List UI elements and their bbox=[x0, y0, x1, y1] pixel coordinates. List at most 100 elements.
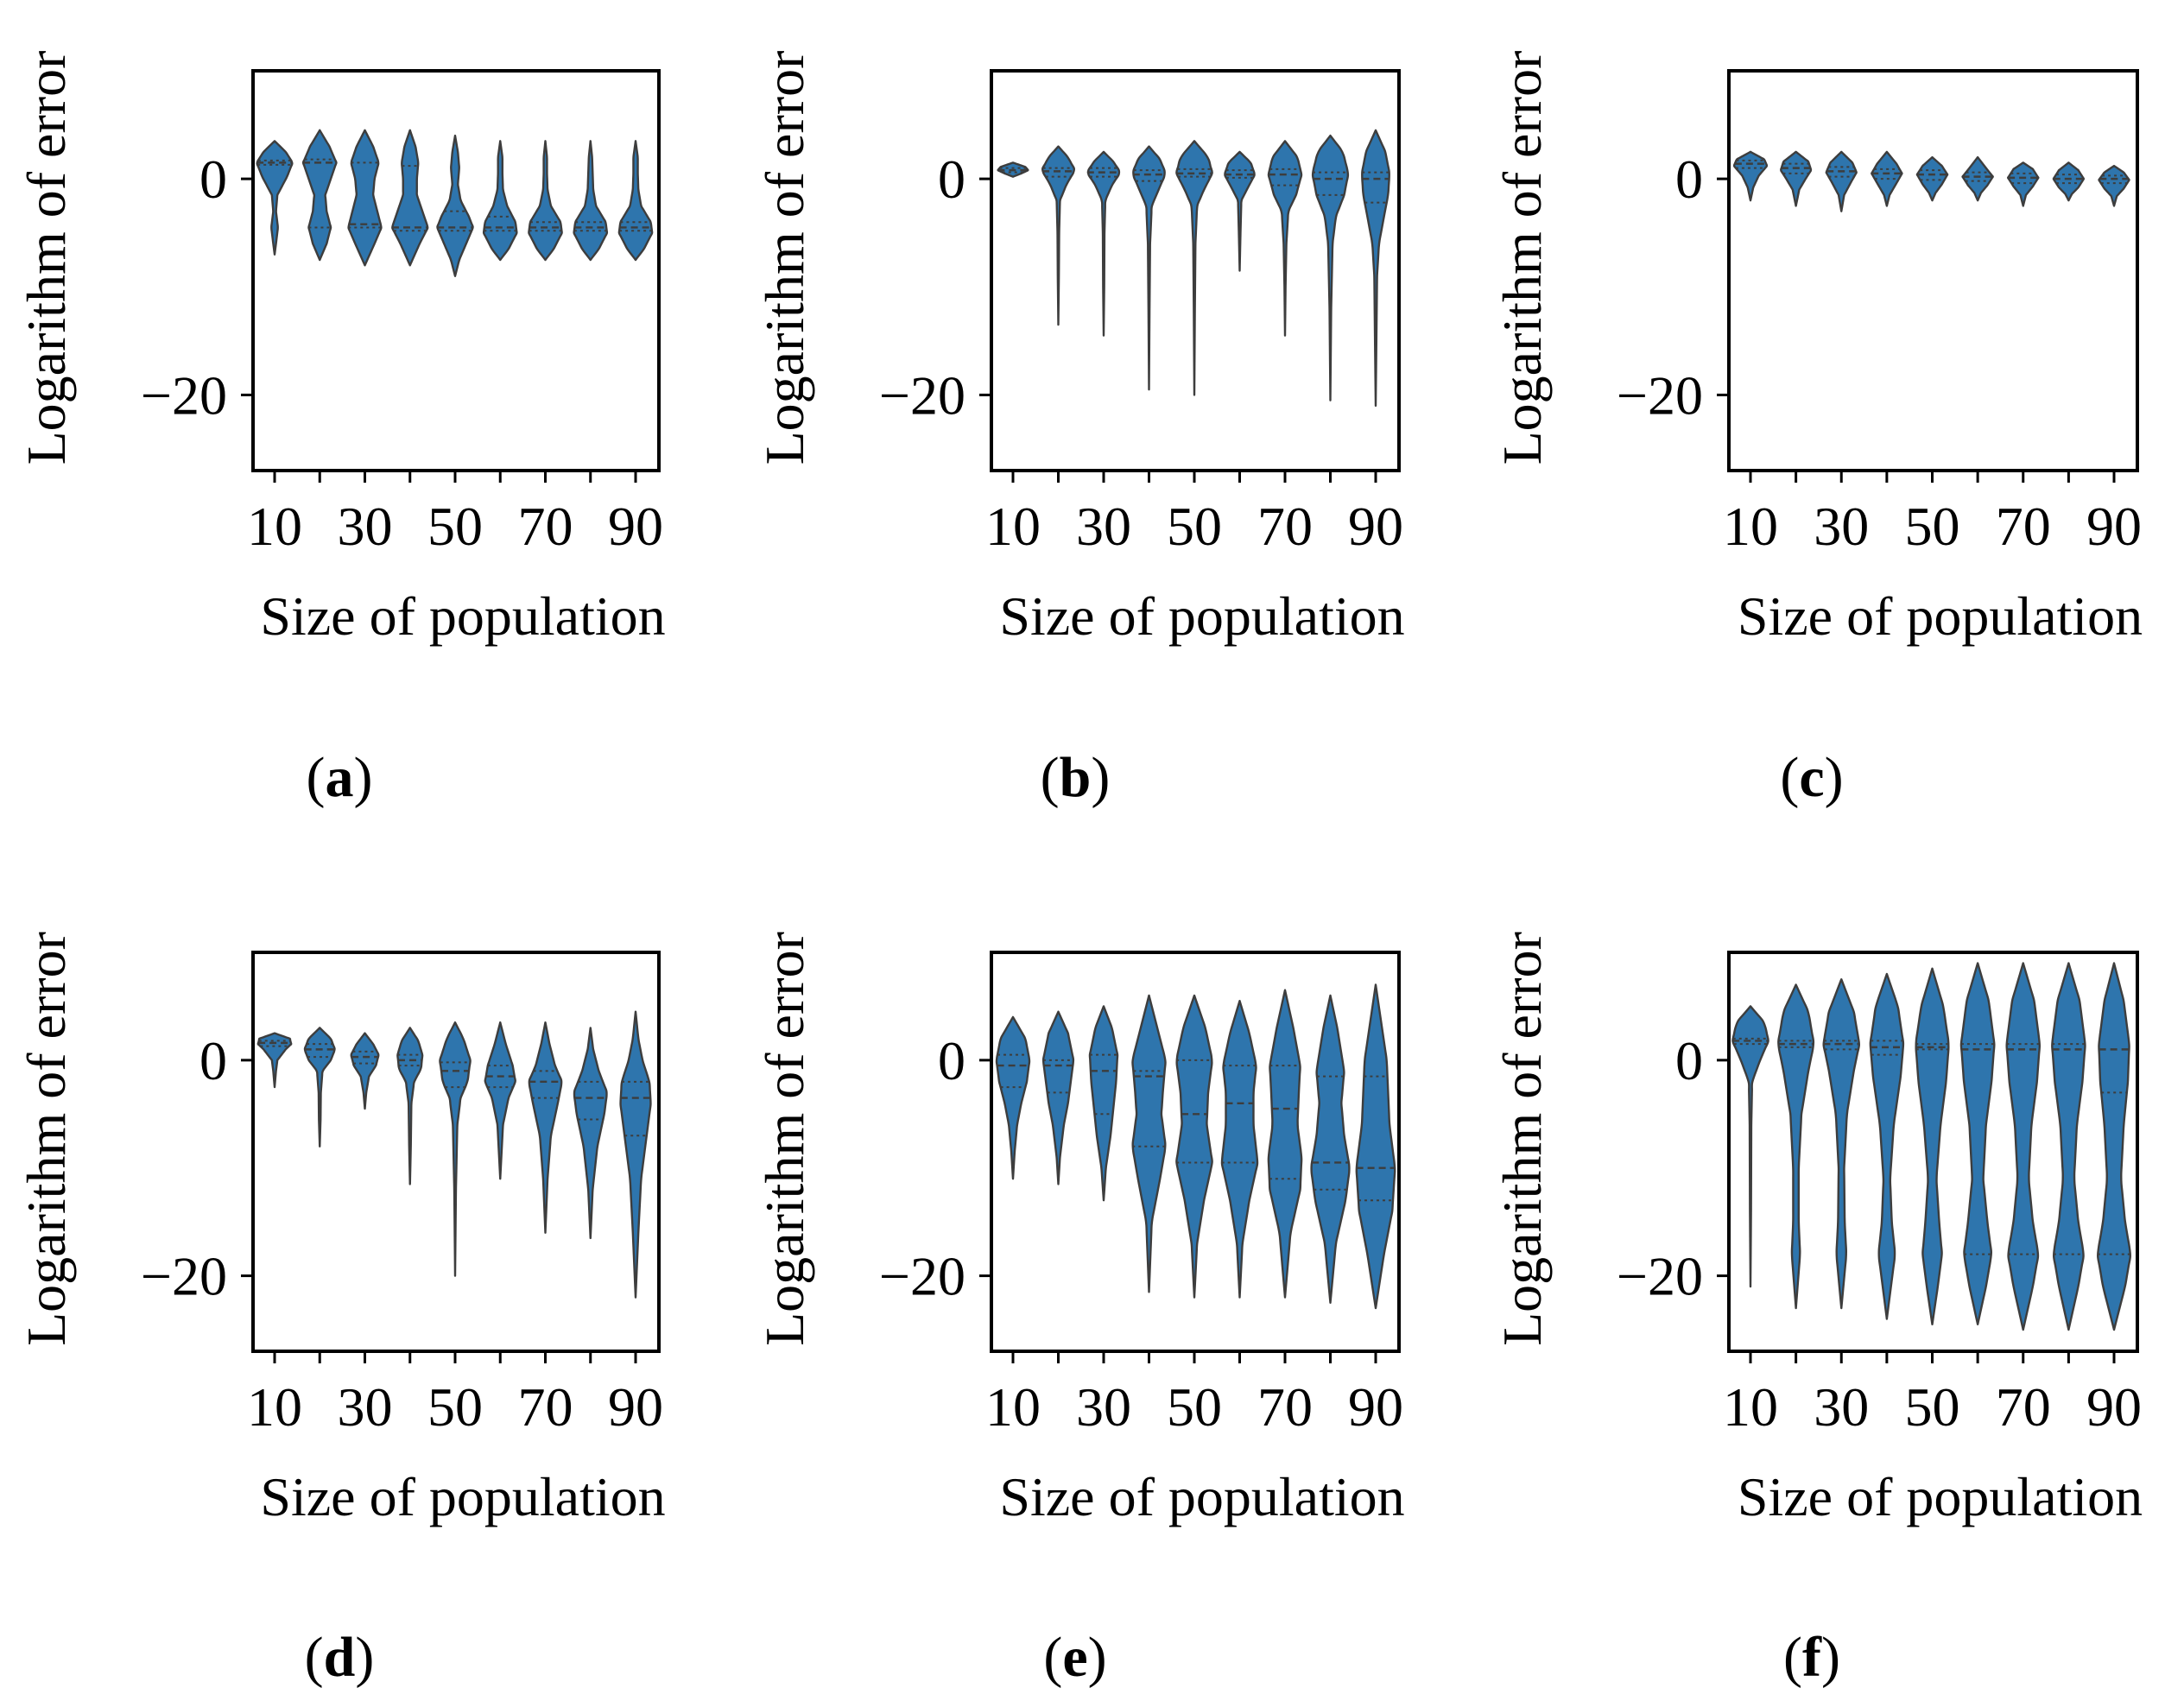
violin-d-60 bbox=[484, 1021, 516, 1180]
violin-d-70 bbox=[528, 1021, 563, 1234]
violin-e-60 bbox=[1220, 999, 1259, 1299]
violin-e-20 bbox=[1041, 1010, 1075, 1185]
violin-c-20 bbox=[1780, 150, 1813, 207]
violin-body-a-40 bbox=[391, 129, 429, 267]
x-tick-label-b-3: 70 bbox=[1257, 496, 1313, 557]
violin-c-80 bbox=[2052, 161, 2086, 202]
violin-body-f-30 bbox=[1822, 978, 1860, 1310]
violin-body-d-80 bbox=[573, 1027, 608, 1240]
violin-body-a-10 bbox=[256, 140, 294, 256]
panel-e: 0 −20 10 30 50 70 90 Size of population Logarith… bbox=[754, 932, 1405, 1689]
violin-body-e-10 bbox=[995, 1015, 1031, 1180]
violin-e-90 bbox=[1355, 983, 1396, 1310]
y-axis-label-e: Logarithm of error bbox=[754, 932, 815, 1346]
violin-body-f-50 bbox=[1915, 967, 1950, 1325]
violin-e-70 bbox=[1267, 989, 1303, 1299]
violin-a-50 bbox=[436, 134, 474, 277]
x-tick-label-b-1: 30 bbox=[1076, 496, 1131, 557]
violin-b-60 bbox=[1224, 150, 1256, 272]
violin-f-90 bbox=[2097, 962, 2131, 1331]
x-tick-label-a-0: 10 bbox=[247, 496, 302, 557]
violin-body-f-90 bbox=[2097, 962, 2131, 1331]
violin-e-80 bbox=[1310, 994, 1351, 1305]
violin-body-c-20 bbox=[1780, 150, 1813, 207]
violin-body-e-90 bbox=[1355, 983, 1396, 1310]
violin-body-c-90 bbox=[2098, 164, 2130, 207]
violin-body-c-70 bbox=[2006, 161, 2040, 207]
violin-d-10 bbox=[256, 1032, 293, 1089]
violin-body-c-60 bbox=[1961, 155, 1994, 202]
violin-body-a-70 bbox=[528, 140, 563, 262]
y-axis-label-c: Logarithm of error bbox=[1491, 51, 1553, 465]
violin-f-20 bbox=[1777, 983, 1815, 1310]
x-tick-label-a-3: 70 bbox=[518, 496, 573, 557]
x-tick-label-c-0: 10 bbox=[1723, 496, 1778, 557]
violin-body-e-70 bbox=[1267, 989, 1303, 1299]
panel-b: 0 −20 10 30 50 70 90 Size of population Logarith… bbox=[754, 51, 1405, 809]
violin-b-30 bbox=[1086, 150, 1121, 337]
violin-body-f-80 bbox=[2051, 962, 2086, 1331]
x-tick-label-c-4: 90 bbox=[2086, 496, 2142, 557]
violin-body-b-70 bbox=[1267, 140, 1303, 337]
y-tick-label-c-0: 0 bbox=[1675, 149, 1703, 210]
violin-b-20 bbox=[1041, 145, 1076, 326]
x-tick-label-d-1: 30 bbox=[338, 1376, 393, 1438]
violin-body-f-70 bbox=[2005, 962, 2042, 1331]
violin-body-a-50 bbox=[436, 134, 474, 277]
violin-body-e-50 bbox=[1175, 994, 1213, 1299]
violin-body-a-20 bbox=[301, 129, 338, 262]
panel-label-e: (e) bbox=[1043, 1626, 1106, 1689]
x-tick-label-e-4: 90 bbox=[1348, 1376, 1403, 1438]
violin-body-d-40 bbox=[396, 1027, 424, 1185]
panel-label-a: (a) bbox=[307, 746, 373, 809]
violin-body-b-40 bbox=[1132, 145, 1166, 391]
violin-c-70 bbox=[2006, 161, 2040, 207]
panel-label-b: (b) bbox=[1041, 746, 1111, 809]
violin-e-30 bbox=[1088, 1005, 1119, 1202]
y-tick-label-f-0: 0 bbox=[1675, 1030, 1703, 1091]
violin-body-a-30 bbox=[347, 129, 383, 267]
x-tick-label-c-3: 70 bbox=[1996, 496, 2051, 557]
x-tick-label-e-2: 50 bbox=[1167, 1376, 1222, 1438]
panel-f: 0 −20 10 30 50 70 90 Size of population Logarith… bbox=[1491, 932, 2143, 1689]
violin-body-b-30 bbox=[1086, 150, 1121, 337]
axes-frame-c bbox=[1727, 69, 2139, 472]
violin-body-d-10 bbox=[256, 1032, 293, 1089]
violin-body-c-50 bbox=[1915, 155, 1949, 202]
violin-body-d-90 bbox=[619, 1010, 652, 1299]
x-tick-label-e-3: 70 bbox=[1257, 1376, 1313, 1438]
violin-body-e-60 bbox=[1220, 999, 1259, 1299]
violin-f-10 bbox=[1731, 1005, 1769, 1288]
violin-a-80 bbox=[573, 140, 609, 262]
panel-c: 0 −20 10 30 50 70 90 Size of population Logarith… bbox=[1491, 51, 2143, 809]
x-axis-label-c: Size of population bbox=[1738, 585, 2143, 647]
y-axis-label-f: Logarithm of error bbox=[1491, 932, 1553, 1346]
y-tick-label-b-1: −20 bbox=[879, 364, 965, 426]
violin-f-70 bbox=[2005, 962, 2042, 1331]
violin-c-60 bbox=[1961, 155, 1994, 202]
y-tick-label-a-1: −20 bbox=[141, 364, 227, 426]
x-tick-label-c-2: 50 bbox=[1905, 496, 1960, 557]
violin-body-c-10 bbox=[1732, 150, 1769, 202]
violin-c-90 bbox=[2098, 164, 2130, 207]
violin-a-30 bbox=[347, 129, 383, 267]
x-tick-label-d-4: 90 bbox=[608, 1376, 663, 1438]
x-tick-label-a-2: 50 bbox=[427, 496, 483, 557]
violin-body-b-90 bbox=[1361, 129, 1390, 408]
x-tick-label-f-1: 30 bbox=[1814, 1376, 1869, 1438]
violin-b-80 bbox=[1311, 134, 1350, 401]
violin-a-10 bbox=[256, 140, 294, 256]
violin-body-e-30 bbox=[1088, 1005, 1119, 1202]
violin-body-d-60 bbox=[484, 1021, 516, 1180]
x-tick-label-b-0: 10 bbox=[985, 496, 1041, 557]
violin-body-e-20 bbox=[1041, 1010, 1075, 1185]
violin-d-90 bbox=[619, 1010, 652, 1299]
violin-d-40 bbox=[396, 1027, 424, 1185]
violin-body-f-20 bbox=[1777, 983, 1815, 1310]
violin-body-d-30 bbox=[350, 1032, 380, 1110]
violin-a-90 bbox=[617, 140, 654, 262]
violin-a-20 bbox=[301, 129, 338, 262]
y-tick-label-e-0: 0 bbox=[938, 1030, 965, 1091]
violin-e-50 bbox=[1175, 994, 1213, 1299]
x-axis-label-d: Size of population bbox=[260, 1466, 665, 1527]
